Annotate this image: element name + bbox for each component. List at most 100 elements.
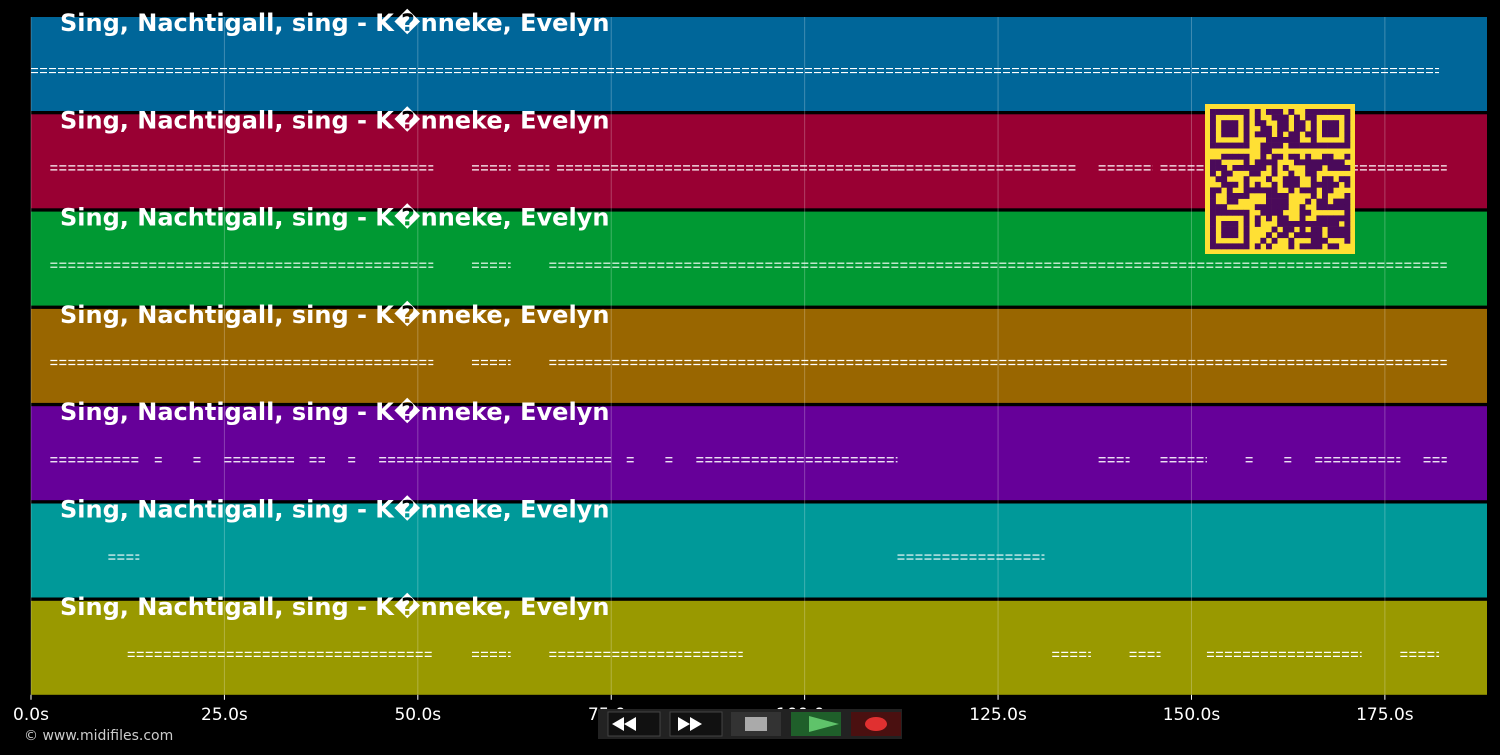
- qr-module: [1316, 159, 1323, 166]
- qr-module: [1232, 198, 1239, 205]
- note-phrase: [1245, 457, 1254, 463]
- note-phrase: [1315, 457, 1401, 463]
- qr-module: [1221, 204, 1228, 211]
- qr-module: [1344, 181, 1351, 188]
- qr-module: [1271, 187, 1278, 194]
- qr-module: [1333, 120, 1340, 127]
- qr-module: [1288, 109, 1295, 115]
- qr-module: [1226, 187, 1233, 194]
- qr-module: [1316, 109, 1323, 115]
- qr-module: [1221, 170, 1228, 177]
- qr-module: [1338, 198, 1345, 205]
- qr-module: [1322, 204, 1328, 211]
- qr-module: [1299, 125, 1306, 132]
- note-phrase: [224, 457, 295, 463]
- qr-module: [1282, 165, 1289, 171]
- qr-module: [1333, 125, 1340, 132]
- qr-module: [1260, 153, 1267, 160]
- qr-module: [1294, 114, 1300, 121]
- qr-module: [1271, 226, 1278, 233]
- qr-module: [1238, 209, 1244, 216]
- qr-module: [1266, 125, 1272, 132]
- qr-module: [1322, 120, 1328, 127]
- qr-module: [1271, 137, 1278, 143]
- qr-module: [1310, 120, 1317, 127]
- qr-module: [1299, 120, 1306, 127]
- qr-module: [1210, 114, 1216, 121]
- qr-module: [1282, 181, 1289, 188]
- qr-module: [1221, 243, 1228, 250]
- qr-module: [1344, 226, 1351, 233]
- qr-module: [1243, 187, 1250, 194]
- qr-module: [1226, 232, 1233, 239]
- qr-module: [1333, 204, 1340, 211]
- qr-module: [1271, 204, 1278, 211]
- qr-module: [1288, 187, 1295, 194]
- track-lane: [31, 17, 1487, 111]
- note-phrase: [1160, 165, 1207, 171]
- qr-module: [1288, 142, 1295, 149]
- qr-module: [1333, 226, 1340, 233]
- qr-module: [1299, 187, 1306, 194]
- qr-module: [1243, 243, 1250, 250]
- qr-module: [1282, 193, 1289, 199]
- qr-module: [1333, 232, 1340, 239]
- qr-module: [1299, 209, 1306, 216]
- note-phrase: [1052, 651, 1091, 657]
- qr-module: [1305, 198, 1312, 205]
- note-phrase: [471, 359, 511, 366]
- qr-module: [1310, 181, 1317, 188]
- copyright: © www.midifiles.com: [24, 728, 173, 744]
- qr-module: [1266, 209, 1272, 216]
- qr-module: [1333, 159, 1340, 166]
- qr-module: [1215, 142, 1222, 149]
- qr-module: [1310, 159, 1317, 166]
- qr-code: [1205, 104, 1355, 254]
- qr-module: [1254, 170, 1261, 177]
- qr-module: [1294, 221, 1300, 227]
- qr-module: [1210, 159, 1216, 166]
- qr-module: [1310, 165, 1317, 171]
- qr-module: [1316, 226, 1323, 233]
- qr-module: [1210, 226, 1216, 233]
- qr-module: [1277, 215, 1284, 222]
- qr-module: [1260, 237, 1267, 244]
- qr-module: [1294, 181, 1300, 188]
- qr-module: [1327, 120, 1334, 127]
- note-phrase: [549, 359, 1447, 366]
- qr-module: [1271, 209, 1278, 216]
- qr-module: [1266, 159, 1272, 166]
- qr-module: [1260, 204, 1267, 211]
- qr-module: [1282, 137, 1289, 143]
- qr-module: [1254, 159, 1261, 166]
- note-phrase: [549, 651, 743, 657]
- track-title: Sing, Nachtigall, sing - K�nneke, Evelyn: [60, 8, 609, 37]
- qr-module: [1232, 221, 1239, 227]
- qr-module: [1316, 237, 1323, 244]
- note-phrase: [471, 165, 511, 171]
- qr-module: [1288, 137, 1295, 143]
- qr-module: [1294, 131, 1300, 138]
- qr-module: [1215, 176, 1222, 183]
- qr-module: [1243, 159, 1250, 166]
- qr-module: [1243, 226, 1250, 233]
- qr-module: [1305, 131, 1312, 138]
- qr-module: [1243, 142, 1250, 149]
- qr-module: [1232, 120, 1239, 127]
- qr-module: [1316, 181, 1323, 188]
- qr-module: [1322, 215, 1328, 222]
- qr-module: [1310, 125, 1317, 132]
- note-phrase: [549, 262, 1447, 268]
- qr-module: [1316, 165, 1323, 171]
- qr-module: [1277, 109, 1284, 115]
- qr-module: [1210, 131, 1216, 138]
- qr-module: [1210, 137, 1216, 143]
- qr-module: [1271, 193, 1278, 199]
- qr-module: [1232, 209, 1239, 216]
- qr-module: [1282, 125, 1289, 132]
- note-phrase: [897, 165, 1076, 171]
- qr-module: [1288, 221, 1295, 227]
- qr-module: [1271, 114, 1278, 121]
- qr-module: [1210, 125, 1216, 132]
- qr-module: [1305, 221, 1312, 227]
